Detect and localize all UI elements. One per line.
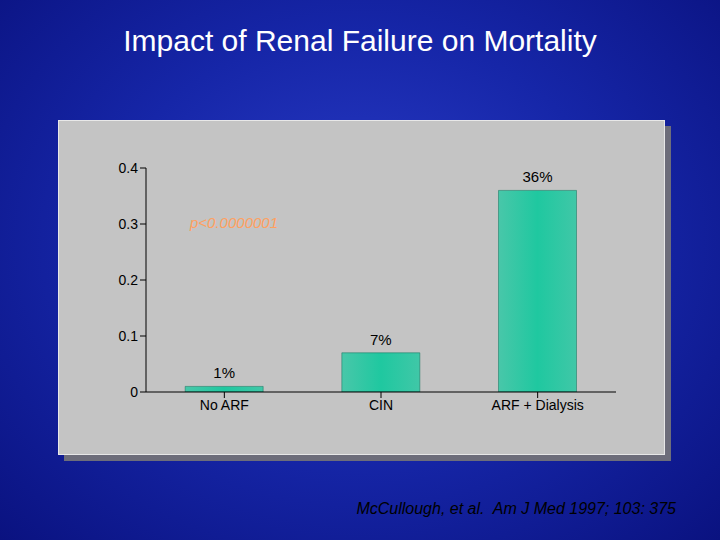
svg-text:ARF + Dialysis: ARF + Dialysis	[492, 397, 584, 413]
svg-text:36%: 36%	[522, 168, 552, 185]
svg-text:0.4: 0.4	[119, 160, 139, 176]
svg-text:7%: 7%	[370, 331, 392, 348]
svg-text:No ARF: No ARF	[200, 397, 249, 413]
html-text:p<0.0000001: p<0.0000001	[190, 214, 278, 231]
svg-text:1%: 1%	[213, 364, 235, 381]
svg-text:0: 0	[130, 384, 138, 400]
svg-text:0.1: 0.1	[119, 328, 139, 344]
html-text:McCullough, et al. Am J Med 19: McCullough, et al. Am J Med 1997; 103: 3…	[356, 500, 676, 517]
svg-text:0.2: 0.2	[119, 272, 139, 288]
svg-text:CIN: CIN	[369, 397, 393, 413]
svg-text:0.3: 0.3	[119, 216, 139, 232]
html-text:Impact of Renal Failure on Mor: Impact of Renal Failure on Mortality	[123, 24, 597, 57]
